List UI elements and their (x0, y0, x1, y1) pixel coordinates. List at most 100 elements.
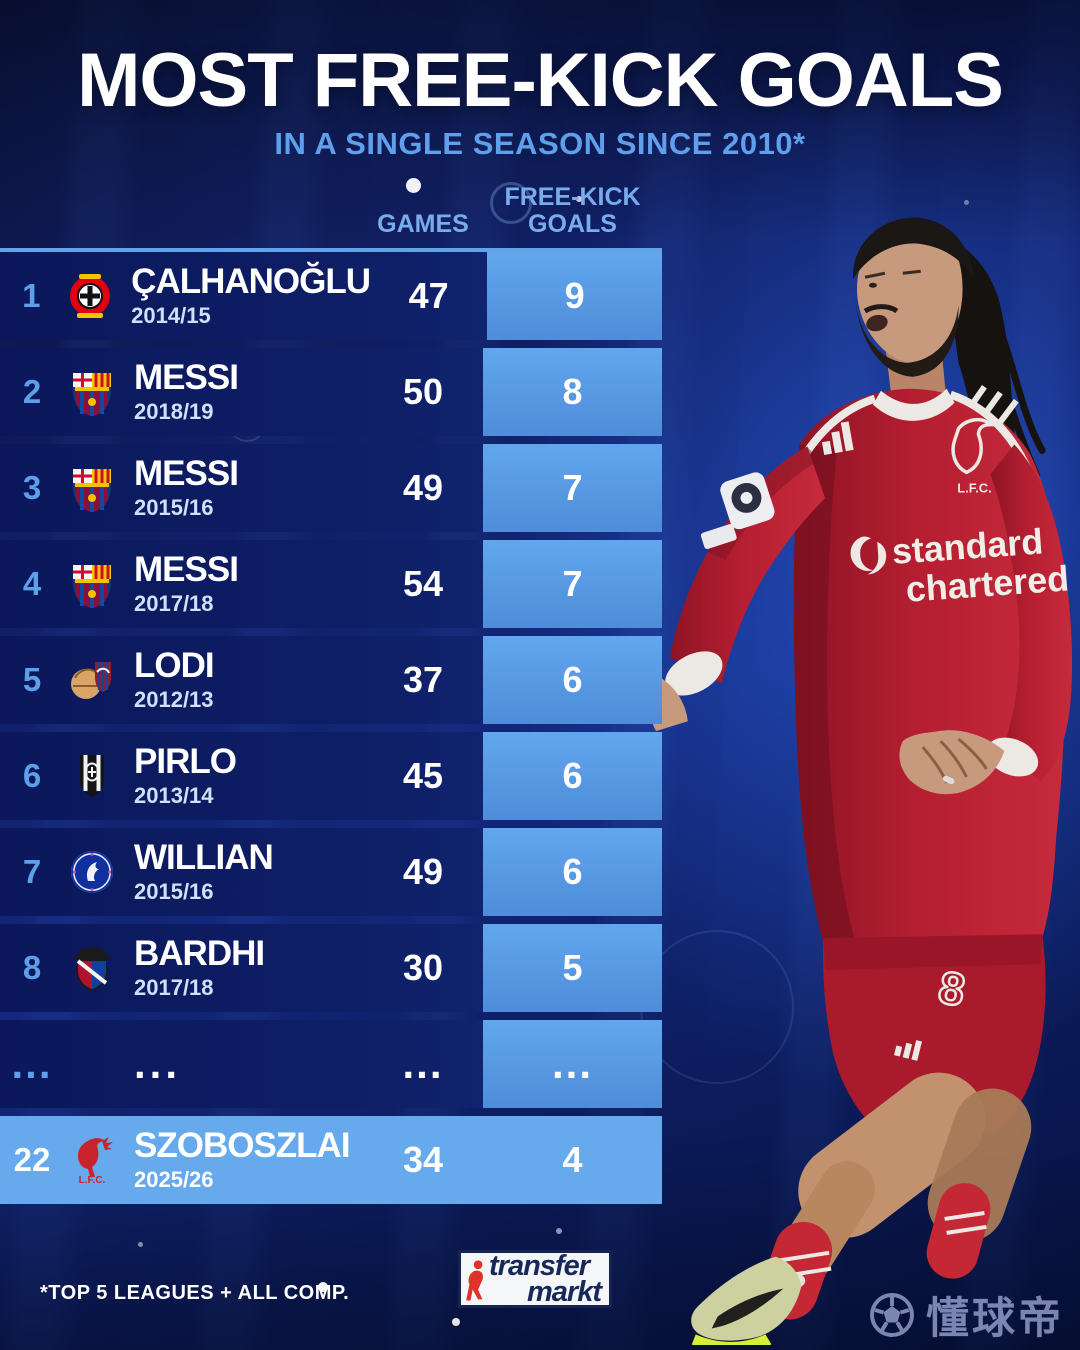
barcelona-crest-icon (64, 364, 120, 420)
games-value: 54 (402, 563, 444, 604)
season-label: 2025/26 (134, 1166, 214, 1192)
player-name: MESSI (134, 357, 239, 397)
page-title: MOST FREE-KICK GOALS (77, 38, 1004, 123)
season-label: 2017/18 (134, 974, 214, 1000)
table-row: ... ... ... ... (0, 1020, 662, 1108)
transfermarkt-logo: transfer markt (458, 1250, 612, 1308)
bokeh-dot (318, 1282, 328, 1292)
goals-value: ... (483, 1020, 662, 1108)
player-hand (899, 730, 1005, 795)
table-row: 3 MESSI 2015/16 49 7 (0, 444, 662, 532)
season-label: 2018/19 (134, 398, 214, 424)
rank-value: 2 (22, 373, 42, 410)
bokeh-dot (576, 196, 582, 202)
chelsea-crest-icon (64, 844, 120, 900)
column-header-goals: FREE-KICK GOALS (483, 184, 662, 238)
decorative-circle-icon (490, 182, 532, 224)
player-name: BARDHI (134, 933, 265, 973)
games-value: ... (402, 1040, 444, 1087)
column-header-games: GAMES (377, 210, 469, 238)
season-label: 2012/13 (134, 686, 214, 712)
left-cuff (665, 651, 723, 696)
barcelona-crest-icon (64, 460, 120, 516)
player-name: ... (134, 1040, 182, 1087)
player-name: PIRLO (134, 741, 237, 781)
games-value: 49 (402, 851, 444, 892)
games-value: 34 (402, 1139, 444, 1180)
games-value: 50 (402, 371, 444, 412)
bokeh-dot (556, 1228, 562, 1234)
season-label: 2015/16 (134, 878, 214, 904)
games-value: 30 (402, 947, 444, 988)
table-row: 1 ÇALHANOĞLU 2014/15 47 9 (0, 252, 662, 340)
table-row: 5 LODI 2012/13 37 6 (0, 636, 662, 724)
column-header-goals-line1: FREE-KICK (504, 183, 641, 211)
jersey-collar (872, 388, 955, 421)
goals-value: 6 (483, 828, 662, 916)
player-name: MESSI (134, 549, 239, 589)
bokeh-dot (138, 1242, 143, 1247)
svg-text:L.F.C.: L.F.C. (79, 1175, 106, 1186)
juventus-crest-icon (64, 748, 120, 804)
shorts-adidas-icon (894, 1040, 923, 1061)
watermark-text: 懂球帝 (926, 1295, 1064, 1343)
rank-value: 5 (22, 661, 42, 698)
footnote: *TOP 5 LEAGUES + ALL COMP. (40, 1282, 350, 1304)
shoulder-stripes (968, 385, 1019, 427)
table-row: 7 WILLIAN 2015/16 49 6 (0, 828, 662, 916)
bokeh-dot (406, 178, 421, 193)
goals-value: 8 (483, 348, 662, 436)
column-header-goals-line2: GOALS (528, 210, 617, 238)
catania-crest-icon (64, 652, 120, 708)
table-rows: 1 ÇALHANOĞLU 2014/15 47 9 2 MESSI 2018/1… (0, 252, 662, 1204)
player-name: ÇALHANOĞLU (131, 261, 371, 301)
leverkusen-crest-icon (62, 268, 117, 324)
levante-crest-icon (64, 940, 120, 996)
barcelona-crest-icon (64, 556, 120, 612)
player-shorts (822, 934, 1046, 1140)
table-row: 6 PIRLO 2013/14 45 6 (0, 732, 662, 820)
goals-value: 6 (483, 636, 662, 724)
goals-value: 4 (562, 1139, 583, 1180)
player-left-arm (669, 446, 826, 684)
crest-text: L.F.C. (957, 480, 992, 495)
ranking-table: 1 ÇALHANOĞLU 2014/15 47 9 2 MESSI 2018/1… (0, 248, 662, 1212)
ucl-sleeve-patch (720, 472, 775, 530)
bokeh-dot (452, 1318, 460, 1326)
goals-value: 7 (483, 444, 662, 532)
player-name: SZOBOSZLAI (134, 1125, 351, 1165)
player-jersey (793, 388, 1065, 943)
football-icon (870, 1293, 914, 1337)
rank-value: 4 (22, 565, 42, 602)
bokeh-dot (964, 200, 969, 205)
player-name: WILLIAN (134, 837, 274, 877)
watermark: 懂球帝 (868, 1284, 1064, 1346)
rank-value: 6 (22, 757, 42, 794)
liverpool-crest-icon: L.F.C. (64, 1132, 120, 1188)
table-row: 2 MESSI 2018/19 50 8 (0, 348, 662, 436)
boot-swoosh-icon (711, 1288, 784, 1329)
table-row: 4 MESSI 2017/18 54 7 (0, 540, 662, 628)
liverpool-crest-icon: L.F.C. (951, 417, 995, 495)
games-value: 47 (408, 275, 449, 316)
player-boot (691, 1256, 802, 1341)
page-subtitle: IN A SINGLE SEASON SINCE 2010* (274, 126, 806, 161)
season-label: 2015/16 (134, 494, 214, 520)
adidas-logo-icon (821, 421, 854, 455)
games-value: 49 (402, 467, 444, 508)
player-name: LODI (134, 645, 215, 685)
transfermarkt-player-icon (466, 1260, 483, 1301)
table-row: 8 BARDHI 2017/18 30 5 (0, 924, 662, 1012)
player-beard (855, 297, 959, 377)
rank-value: 8 (22, 949, 42, 986)
goals-value: 7 (483, 540, 662, 628)
goals-value: 9 (487, 252, 662, 340)
season-label: 2014/15 (131, 302, 211, 328)
sponsor-mark-icon (850, 536, 887, 575)
season-label: 2017/18 (134, 590, 214, 616)
goals-value: 6 (483, 732, 662, 820)
season-label: 2013/14 (134, 782, 214, 808)
player-right-arm (990, 444, 1073, 781)
player-name: MESSI (134, 453, 239, 493)
